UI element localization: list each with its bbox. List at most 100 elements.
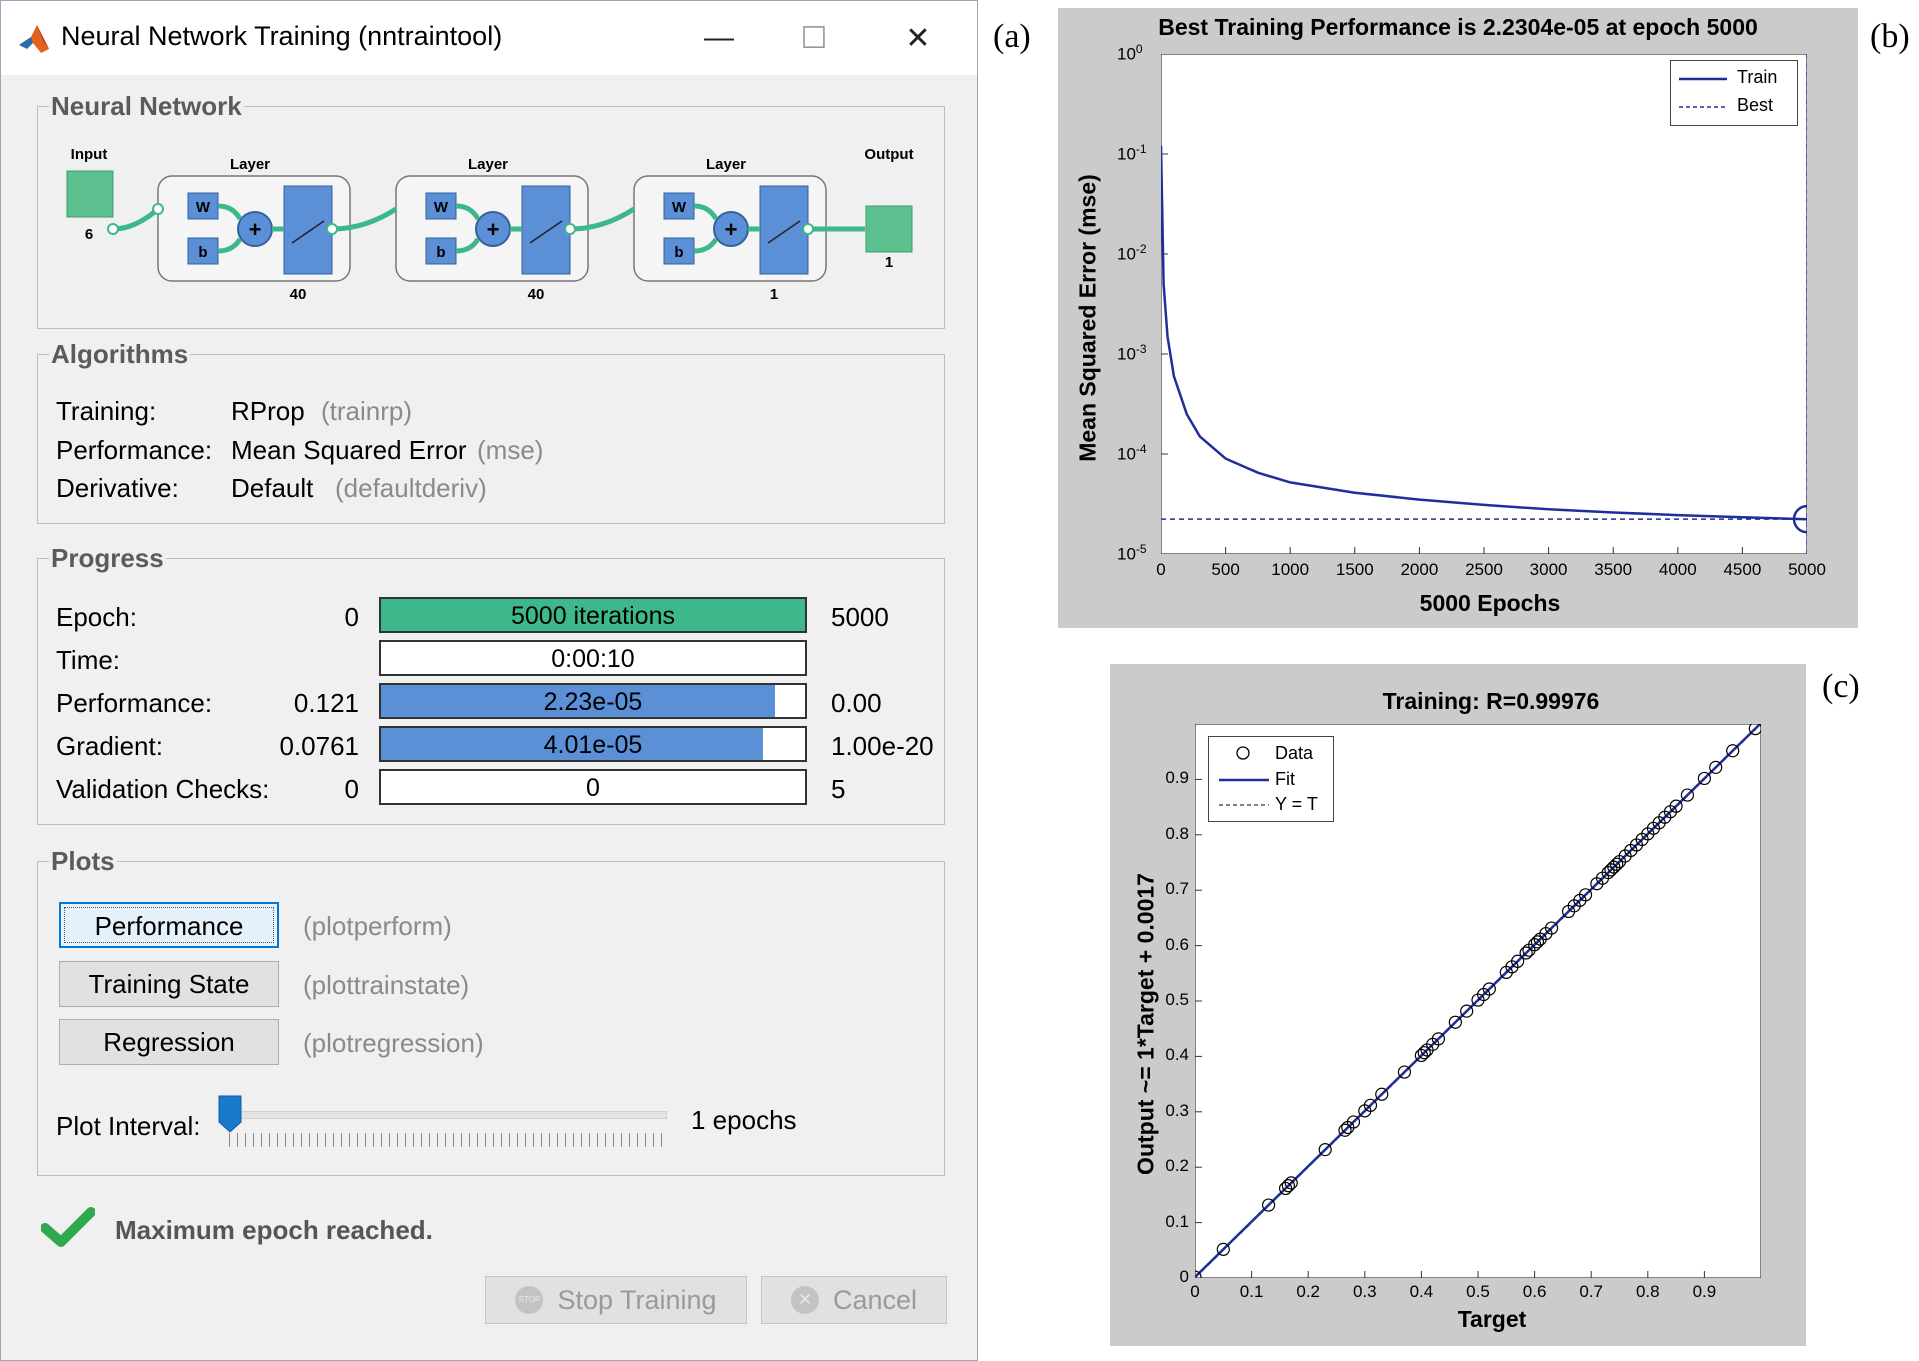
section-title-plots: Plots [49,846,117,877]
regression-xtick-label: 0.8 [1635,1282,1660,1301]
regression-chart-figure: Training: R=0.99976 Output ~= 1*Target +… [1110,664,1806,1346]
performance-xtick-label: 2000 [1400,560,1439,579]
progress-performance-min: 0.121 [293,688,359,718]
progress-performance-bar: 2.23e-05 [379,683,807,719]
progress-performance-text: 2.23e-05 [543,688,643,716]
regression-xtick-label: 0.3 [1352,1282,1377,1301]
regression-data-point [1511,954,1525,968]
performance-chart-figure: Best Training Performance is 2.2304e-05 … [1058,8,1858,628]
performance-xtick-label: 0 [1156,560,1166,579]
plot-interval-value: 1 epochs [691,1105,797,1135]
performance-xtick-label: 4500 [1723,560,1762,579]
progress-validation-bar: 0 [379,769,807,805]
regression-data-point [1397,1065,1412,1079]
plot-training-state-button[interactable]: Training State [59,961,279,1007]
progress-validation-label: Validation Checks: [56,774,270,804]
plot-interval-slider-thumb[interactable] [217,1094,243,1134]
regression-xtick-label: 0.6 [1522,1282,1547,1301]
regression-data-point [1697,771,1711,786]
performance-train-line [1161,145,1807,521]
section-title-progress: Progress [49,543,166,574]
regression-data-point [1460,1004,1474,1018]
algo-derivative-hint: (defaultderiv) [335,473,487,503]
output-node [865,205,913,253]
regression-data-point [1195,1270,1202,1278]
network-diagram: Input 6 Layer W b + 40 Layer W b + [66,146,914,301]
regression-chart-ylabel: Output ~= 1*Target + 0.0017 [1132,873,1159,1175]
progress-epoch-fill [381,599,805,631]
performance-ytick-label: 10-1 [1117,142,1147,164]
progress-validation-max: 5 [831,774,846,804]
progress-gradient-label: Gradient: [56,731,163,761]
regression-data-point [1748,724,1761,736]
maximize-button[interactable]: ☐ [800,21,828,55]
svg-text:+: + [487,217,500,242]
progress-epoch-bar: 5000 iterations [379,597,807,633]
plot-regression-button[interactable]: Regression [59,1019,279,1065]
output-size: 1 [885,254,893,271]
minimize-button[interactable]: — [704,21,734,54]
performance-legend-lines [1679,77,1727,108]
performance-xtick-label: 1500 [1335,560,1374,579]
regression-ytick-label: 0.7 [1165,879,1189,899]
regression-data-point [1544,921,1559,935]
progress-time-text: 0:00:10 [551,645,635,673]
plot-interval-track[interactable] [229,1111,667,1119]
layer-2-size: 40 [528,286,545,301]
cancel-label: Cancel [832,1284,918,1315]
regression-ytick-label: 0.6 [1165,934,1189,954]
stop-training-button[interactable]: STOP Stop Training [485,1276,747,1324]
legend-best: Best [1737,95,1774,115]
plot-performance-button[interactable]: Performance [59,902,279,948]
progress-performance-label: Performance: [56,688,213,718]
progress-epoch-label: Epoch: [56,602,137,632]
regression-xtick-label: 0.2 [1296,1282,1320,1301]
layer-3: Layer W b + 1 [633,156,827,301]
progress-gradient-min: 0.0761 [279,731,359,761]
panel-letter-b: (b) [1870,18,1910,55]
regression-data-point [1281,1179,1295,1193]
layer-2: Layer W b + 40 [395,156,589,301]
regression-data-point [1216,1242,1230,1256]
performance-best-marker [1792,504,1807,534]
regression-ytick-label: 0.9 [1165,768,1189,788]
algo-performance-hint: (mse) [477,435,544,465]
layer-3-b: b [674,244,683,261]
svg-text:+: + [725,217,738,242]
algo-performance-value: Mean Squared Error [231,435,467,465]
regression-data-point [1578,888,1593,902]
regression-ytick-label: 0 [1179,1267,1189,1286]
algo-derivative-value: Default [231,473,314,503]
regression-legend: Data Fit Y = T [1208,736,1334,822]
layer-1-label: Layer [230,156,270,173]
regression-data-point [1482,982,1496,996]
close-button[interactable]: ✕ [905,21,931,55]
regression-xtick-label: 0.9 [1692,1282,1717,1301]
regression-xtick-label: 0.7 [1579,1282,1603,1301]
legend-fit: Fit [1275,769,1295,789]
algo-training-value: RProp [231,396,305,426]
regression-data-point [1363,1098,1378,1112]
layer-1-b: b [198,244,207,261]
algo-training-hint: (trainrp) [321,396,413,426]
cancel-button[interactable]: ✕ Cancel [761,1276,947,1324]
regression-ytick-label: 0.4 [1165,1045,1189,1065]
progress-gradient-text: 4.01e-05 [543,731,643,759]
regression-xtick-label: 0.1 [1239,1282,1264,1301]
layer-1-size: 40 [290,286,307,301]
regression-data-point [1338,1123,1352,1137]
performance-ytick-label: 10-5 [1117,542,1147,564]
performance-chart-title: Best Training Performance is 2.2304e-05 … [1158,14,1758,40]
regression-data-point [1610,857,1624,871]
stop-icon: STOP [515,1286,544,1314]
layer-2-label: Layer [468,156,508,173]
progress-validation-min: 0 [344,774,359,804]
regression-data-point [1530,935,1545,949]
layer-1-w: W [196,199,211,216]
performance-ytick-label: 10-2 [1117,242,1147,264]
title-bar[interactable]: Neural Network Training (nntraintool) — … [1,1,977,75]
regression-data-point [1726,744,1740,758]
layer-1: Layer W b + 40 [157,156,351,301]
progress-epoch-text: 5000 iterations [510,602,675,630]
regression-ytick-label: 0.8 [1165,823,1189,843]
